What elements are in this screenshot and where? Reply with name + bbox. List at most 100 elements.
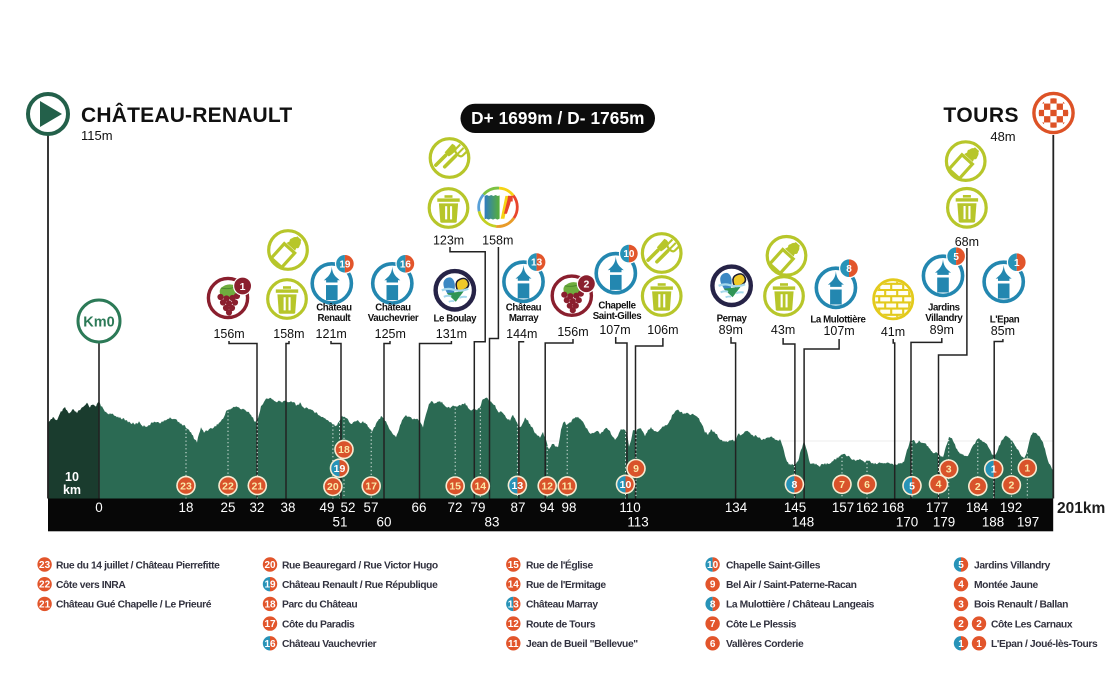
- svg-text:156m: 156m: [557, 325, 588, 339]
- svg-text:Côte Les Carnaux: Côte Les Carnaux: [991, 619, 1073, 630]
- svg-text:Côte vers INRA: Côte vers INRA: [56, 580, 126, 591]
- svg-text:CHÂTEAU-RENAULT: CHÂTEAU-RENAULT: [81, 103, 292, 127]
- svg-text:20: 20: [264, 560, 276, 571]
- svg-text:16: 16: [264, 639, 276, 650]
- svg-text:Château Gué Chapelle / Le Prie: Château Gué Chapelle / Le Prieuré: [56, 600, 212, 611]
- svg-text:10: 10: [623, 249, 635, 260]
- svg-text:197: 197: [1017, 515, 1039, 530]
- svg-text:18: 18: [264, 599, 276, 610]
- svg-text:Château: Château: [375, 303, 411, 314]
- svg-text:Renault: Renault: [318, 313, 352, 324]
- svg-text:14: 14: [508, 580, 520, 591]
- svg-text:11: 11: [508, 639, 519, 650]
- svg-text:Jardins Villandry: Jardins Villandry: [974, 560, 1051, 571]
- svg-text:Vauchevrier: Vauchevrier: [368, 313, 419, 324]
- svg-text:8: 8: [846, 264, 852, 275]
- svg-text:98: 98: [562, 500, 577, 515]
- svg-text:18: 18: [338, 444, 350, 456]
- svg-text:1: 1: [1014, 258, 1020, 269]
- svg-text:32: 32: [250, 500, 265, 515]
- svg-text:201km: 201km: [1057, 500, 1105, 517]
- svg-text:15: 15: [449, 481, 461, 493]
- svg-text:192: 192: [1000, 500, 1022, 515]
- svg-text:21: 21: [39, 599, 51, 610]
- svg-text:83: 83: [485, 515, 500, 530]
- svg-text:km: km: [63, 483, 81, 497]
- svg-text:72: 72: [448, 500, 463, 515]
- svg-text:106m: 106m: [647, 323, 678, 337]
- svg-text:13: 13: [512, 480, 524, 492]
- svg-text:131m: 131m: [436, 327, 467, 341]
- svg-text:115m: 115m: [81, 128, 113, 143]
- svg-text:41m: 41m: [881, 325, 905, 339]
- svg-text:49: 49: [320, 500, 335, 515]
- svg-text:156m: 156m: [213, 327, 244, 341]
- svg-text:L'Epan: L'Epan: [990, 315, 1020, 326]
- svg-text:Parc du Château: Parc du Château: [282, 600, 357, 611]
- svg-text:7: 7: [710, 619, 716, 630]
- svg-text:2: 2: [975, 481, 981, 493]
- svg-text:19: 19: [264, 580, 276, 591]
- svg-text:5: 5: [958, 560, 964, 571]
- svg-text:145: 145: [784, 500, 806, 515]
- svg-text:2: 2: [958, 619, 964, 630]
- svg-text:2: 2: [583, 279, 589, 291]
- svg-text:Château Marray: Château Marray: [526, 600, 598, 611]
- svg-text:Rue du 14 juillet / Château Pi: Rue du 14 juillet / Château Pierrefitte: [56, 560, 220, 571]
- svg-text:23: 23: [39, 560, 51, 571]
- svg-text:107m: 107m: [599, 323, 630, 337]
- svg-text:11: 11: [562, 481, 573, 493]
- svg-text:13: 13: [531, 258, 543, 269]
- svg-text:17: 17: [365, 481, 377, 493]
- svg-text:168: 168: [882, 500, 904, 515]
- svg-text:60: 60: [377, 515, 392, 530]
- svg-text:Marray: Marray: [509, 313, 539, 324]
- svg-text:38: 38: [281, 500, 296, 515]
- svg-text:23: 23: [180, 480, 192, 492]
- svg-text:179: 179: [933, 515, 955, 530]
- svg-text:48m: 48m: [990, 129, 1015, 144]
- svg-text:TOURS: TOURS: [943, 104, 1019, 127]
- svg-text:10: 10: [707, 560, 719, 571]
- svg-text:121m: 121m: [316, 327, 347, 341]
- svg-text:51: 51: [333, 515, 348, 530]
- svg-text:1: 1: [958, 639, 964, 650]
- svg-text:Chapelle Saint-Gilles: Chapelle Saint-Gilles: [726, 560, 821, 571]
- svg-text:19: 19: [334, 463, 346, 475]
- svg-text:18: 18: [179, 500, 194, 515]
- svg-text:14: 14: [474, 481, 486, 493]
- svg-text:3: 3: [946, 464, 952, 476]
- svg-text:9: 9: [633, 463, 639, 475]
- svg-text:68m: 68m: [955, 235, 979, 249]
- svg-text:Château Vauchevrier: Château Vauchevrier: [282, 639, 377, 650]
- svg-text:Rue Beauregard / Rue Victor Hu: Rue Beauregard / Rue Victor Hugo: [282, 560, 438, 571]
- svg-text:17: 17: [264, 619, 276, 630]
- svg-text:Km0: Km0: [83, 315, 114, 331]
- svg-text:5: 5: [909, 480, 915, 492]
- svg-text:184: 184: [966, 500, 989, 515]
- svg-text:Villandry: Villandry: [925, 313, 963, 324]
- svg-text:22: 22: [222, 480, 234, 492]
- svg-text:Bois Renault / Ballan: Bois Renault / Ballan: [974, 600, 1068, 611]
- svg-text:La Mulottière / Château Langea: La Mulottière / Château Langeais: [726, 600, 875, 611]
- svg-text:177: 177: [926, 500, 948, 515]
- svg-text:Rue de l'Église: Rue de l'Église: [526, 558, 594, 571]
- svg-text:4: 4: [958, 580, 964, 591]
- svg-text:Pernay: Pernay: [717, 314, 748, 325]
- svg-text:94: 94: [540, 500, 555, 515]
- svg-text:12: 12: [541, 481, 553, 493]
- svg-text:2: 2: [1008, 480, 1014, 492]
- svg-text:Côte Le Plessis: Côte Le Plessis: [726, 619, 797, 630]
- svg-text:87: 87: [511, 500, 526, 515]
- svg-text:12: 12: [508, 619, 520, 630]
- svg-text:89m: 89m: [719, 323, 743, 337]
- svg-text:148: 148: [792, 515, 814, 530]
- svg-text:16: 16: [400, 259, 412, 270]
- svg-text:Bel Air / Saint-Paterne-Racan: Bel Air / Saint-Paterne-Racan: [726, 580, 857, 591]
- svg-text:10: 10: [620, 479, 632, 491]
- svg-text:6: 6: [710, 639, 716, 650]
- svg-text:Vallères Corderie: Vallères Corderie: [726, 639, 804, 650]
- svg-text:19: 19: [339, 259, 351, 270]
- svg-text:Chapelle: Chapelle: [598, 301, 636, 312]
- svg-text:D+ 1699m / D- 1765m: D+ 1699m / D- 1765m: [471, 108, 644, 128]
